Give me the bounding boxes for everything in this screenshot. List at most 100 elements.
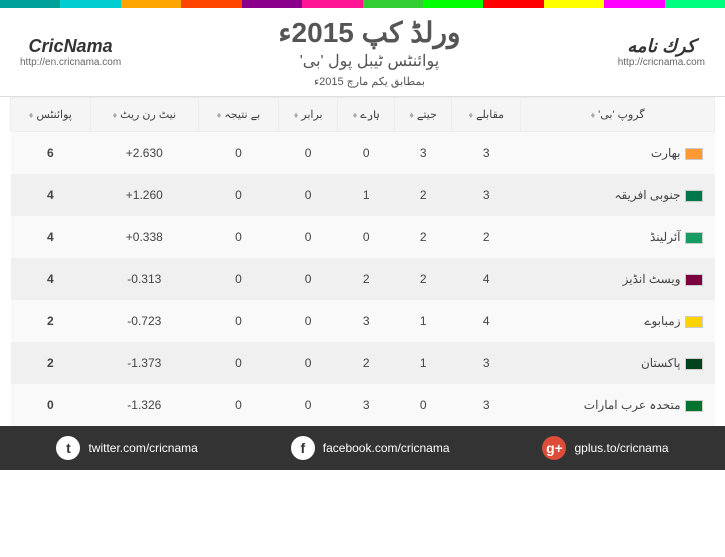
sort-icon: ♦ bbox=[217, 110, 222, 120]
table-container: گروپ 'بی'♦مقابلے♦جیتے♦ہارے♦برابر♦بے نتیج… bbox=[0, 97, 725, 426]
tied-cell: 0 bbox=[278, 132, 337, 175]
sort-icon: ♦ bbox=[113, 110, 118, 120]
date-line: بمطابق یکم مارچ 2015ء bbox=[278, 75, 460, 88]
team-cell: زمبابوے bbox=[521, 300, 715, 342]
flag-icon bbox=[685, 316, 703, 328]
logo-right: كرك نامه http://cricnama.com bbox=[618, 36, 705, 68]
gplus-icon: g+ bbox=[542, 436, 566, 460]
table-header-row: گروپ 'بی'♦مقابلے♦جیتے♦ہارے♦برابر♦بے نتیج… bbox=[11, 98, 715, 132]
tied-cell: 0 bbox=[278, 174, 337, 216]
flag-icon bbox=[685, 358, 703, 370]
won-cell: 3 bbox=[394, 132, 451, 175]
column-header[interactable]: پوائنٹس♦ bbox=[11, 98, 91, 132]
sort-icon: ♦ bbox=[591, 110, 596, 120]
sort-icon: ♦ bbox=[353, 110, 358, 120]
points-cell: 2 bbox=[11, 342, 91, 384]
lost-cell: 0 bbox=[338, 216, 395, 258]
logo-right-url: http://cricnama.com bbox=[618, 57, 705, 68]
matches-cell: 4 bbox=[452, 258, 521, 300]
tied-cell: 0 bbox=[278, 342, 337, 384]
facebook-url: facebook.com/cricnama bbox=[323, 441, 450, 455]
column-header[interactable]: مقابلے♦ bbox=[452, 98, 521, 132]
team-cell: آئرلینڈ bbox=[521, 216, 715, 258]
table-row: آئرلینڈ220000.338+4 bbox=[11, 216, 715, 258]
logo-left-url: http://en.cricnama.com bbox=[20, 57, 121, 68]
lost-cell: 0 bbox=[338, 132, 395, 175]
column-header[interactable]: برابر♦ bbox=[278, 98, 337, 132]
sort-icon: ♦ bbox=[29, 110, 34, 120]
nrr-cell: 1.373- bbox=[90, 342, 198, 384]
nrr-cell: 1.326- bbox=[90, 384, 198, 426]
noresult-cell: 0 bbox=[198, 384, 278, 426]
team-cell: جنوبی افریقہ bbox=[521, 174, 715, 216]
won-cell: 0 bbox=[394, 384, 451, 426]
points-cell: 2 bbox=[11, 300, 91, 342]
table-row: جنوبی افریقہ321001.260+4 bbox=[11, 174, 715, 216]
noresult-cell: 0 bbox=[198, 258, 278, 300]
column-header[interactable]: ہارے♦ bbox=[338, 98, 395, 132]
matches-cell: 3 bbox=[452, 342, 521, 384]
noresult-cell: 0 bbox=[198, 216, 278, 258]
points-cell: 6 bbox=[11, 132, 91, 175]
nrr-cell: 2.630+ bbox=[90, 132, 198, 175]
table-row: متحدہ عرب امارات303001.326-0 bbox=[11, 384, 715, 426]
team-cell: پاکستان bbox=[521, 342, 715, 384]
sort-icon: ♦ bbox=[294, 110, 299, 120]
sort-icon: ♦ bbox=[409, 110, 414, 120]
logo-left: CricNama http://en.cricnama.com bbox=[20, 36, 121, 68]
won-cell: 1 bbox=[394, 300, 451, 342]
won-cell: 1 bbox=[394, 342, 451, 384]
team-cell: ویسٹ انڈیز bbox=[521, 258, 715, 300]
logo-left-text: CricNama bbox=[29, 36, 113, 57]
matches-cell: 2 bbox=[452, 216, 521, 258]
footer-facebook[interactable]: f facebook.com/cricnama bbox=[291, 436, 450, 460]
lost-cell: 3 bbox=[338, 384, 395, 426]
flag-icon bbox=[685, 148, 703, 160]
table-row: پاکستان312001.373-2 bbox=[11, 342, 715, 384]
nrr-cell: 0.338+ bbox=[90, 216, 198, 258]
tied-cell: 0 bbox=[278, 300, 337, 342]
column-header[interactable]: گروپ 'بی'♦ bbox=[521, 98, 715, 132]
facebook-icon: f bbox=[291, 436, 315, 460]
noresult-cell: 0 bbox=[198, 342, 278, 384]
table-row: زمبابوے413000.723-2 bbox=[11, 300, 715, 342]
tied-cell: 0 bbox=[278, 384, 337, 426]
points-cell: 4 bbox=[11, 174, 91, 216]
lost-cell: 1 bbox=[338, 174, 395, 216]
top-color-bar bbox=[0, 0, 725, 8]
won-cell: 2 bbox=[394, 174, 451, 216]
points-table: گروپ 'بی'♦مقابلے♦جیتے♦ہارے♦برابر♦بے نتیج… bbox=[10, 97, 715, 426]
won-cell: 2 bbox=[394, 258, 451, 300]
footer-gplus[interactable]: g+ gplus.to/cricnama bbox=[542, 436, 668, 460]
column-header[interactable]: جیتے♦ bbox=[394, 98, 451, 132]
column-header[interactable]: نیٹ رن ریٹ♦ bbox=[90, 98, 198, 132]
sort-icon: ♦ bbox=[468, 110, 473, 120]
tied-cell: 0 bbox=[278, 258, 337, 300]
tied-cell: 0 bbox=[278, 216, 337, 258]
footer: t twitter.com/cricnama f facebook.com/cr… bbox=[0, 426, 725, 470]
flag-icon bbox=[685, 190, 703, 202]
noresult-cell: 0 bbox=[198, 174, 278, 216]
points-cell: 0 bbox=[11, 384, 91, 426]
gplus-url: gplus.to/cricnama bbox=[574, 441, 668, 455]
nrr-cell: 0.723- bbox=[90, 300, 198, 342]
points-cell: 4 bbox=[11, 258, 91, 300]
matches-cell: 3 bbox=[452, 174, 521, 216]
column-header[interactable]: بے نتیجہ♦ bbox=[198, 98, 278, 132]
table-row: ویسٹ انڈیز422000.313-4 bbox=[11, 258, 715, 300]
footer-twitter[interactable]: t twitter.com/cricnama bbox=[56, 436, 197, 460]
matches-cell: 4 bbox=[452, 300, 521, 342]
lost-cell: 2 bbox=[338, 342, 395, 384]
flag-icon bbox=[685, 400, 703, 412]
twitter-icon: t bbox=[56, 436, 80, 460]
team-cell: بھارت bbox=[521, 132, 715, 175]
noresult-cell: 0 bbox=[198, 132, 278, 175]
matches-cell: 3 bbox=[452, 384, 521, 426]
flag-icon bbox=[685, 274, 703, 286]
flag-icon bbox=[685, 232, 703, 244]
nrr-cell: 0.313- bbox=[90, 258, 198, 300]
points-cell: 4 bbox=[11, 216, 91, 258]
logo-right-text: كرك نامه bbox=[627, 36, 695, 57]
matches-cell: 3 bbox=[452, 132, 521, 175]
table-body: بھارت330002.630+6جنوبی افریقہ321001.260+… bbox=[11, 132, 715, 427]
